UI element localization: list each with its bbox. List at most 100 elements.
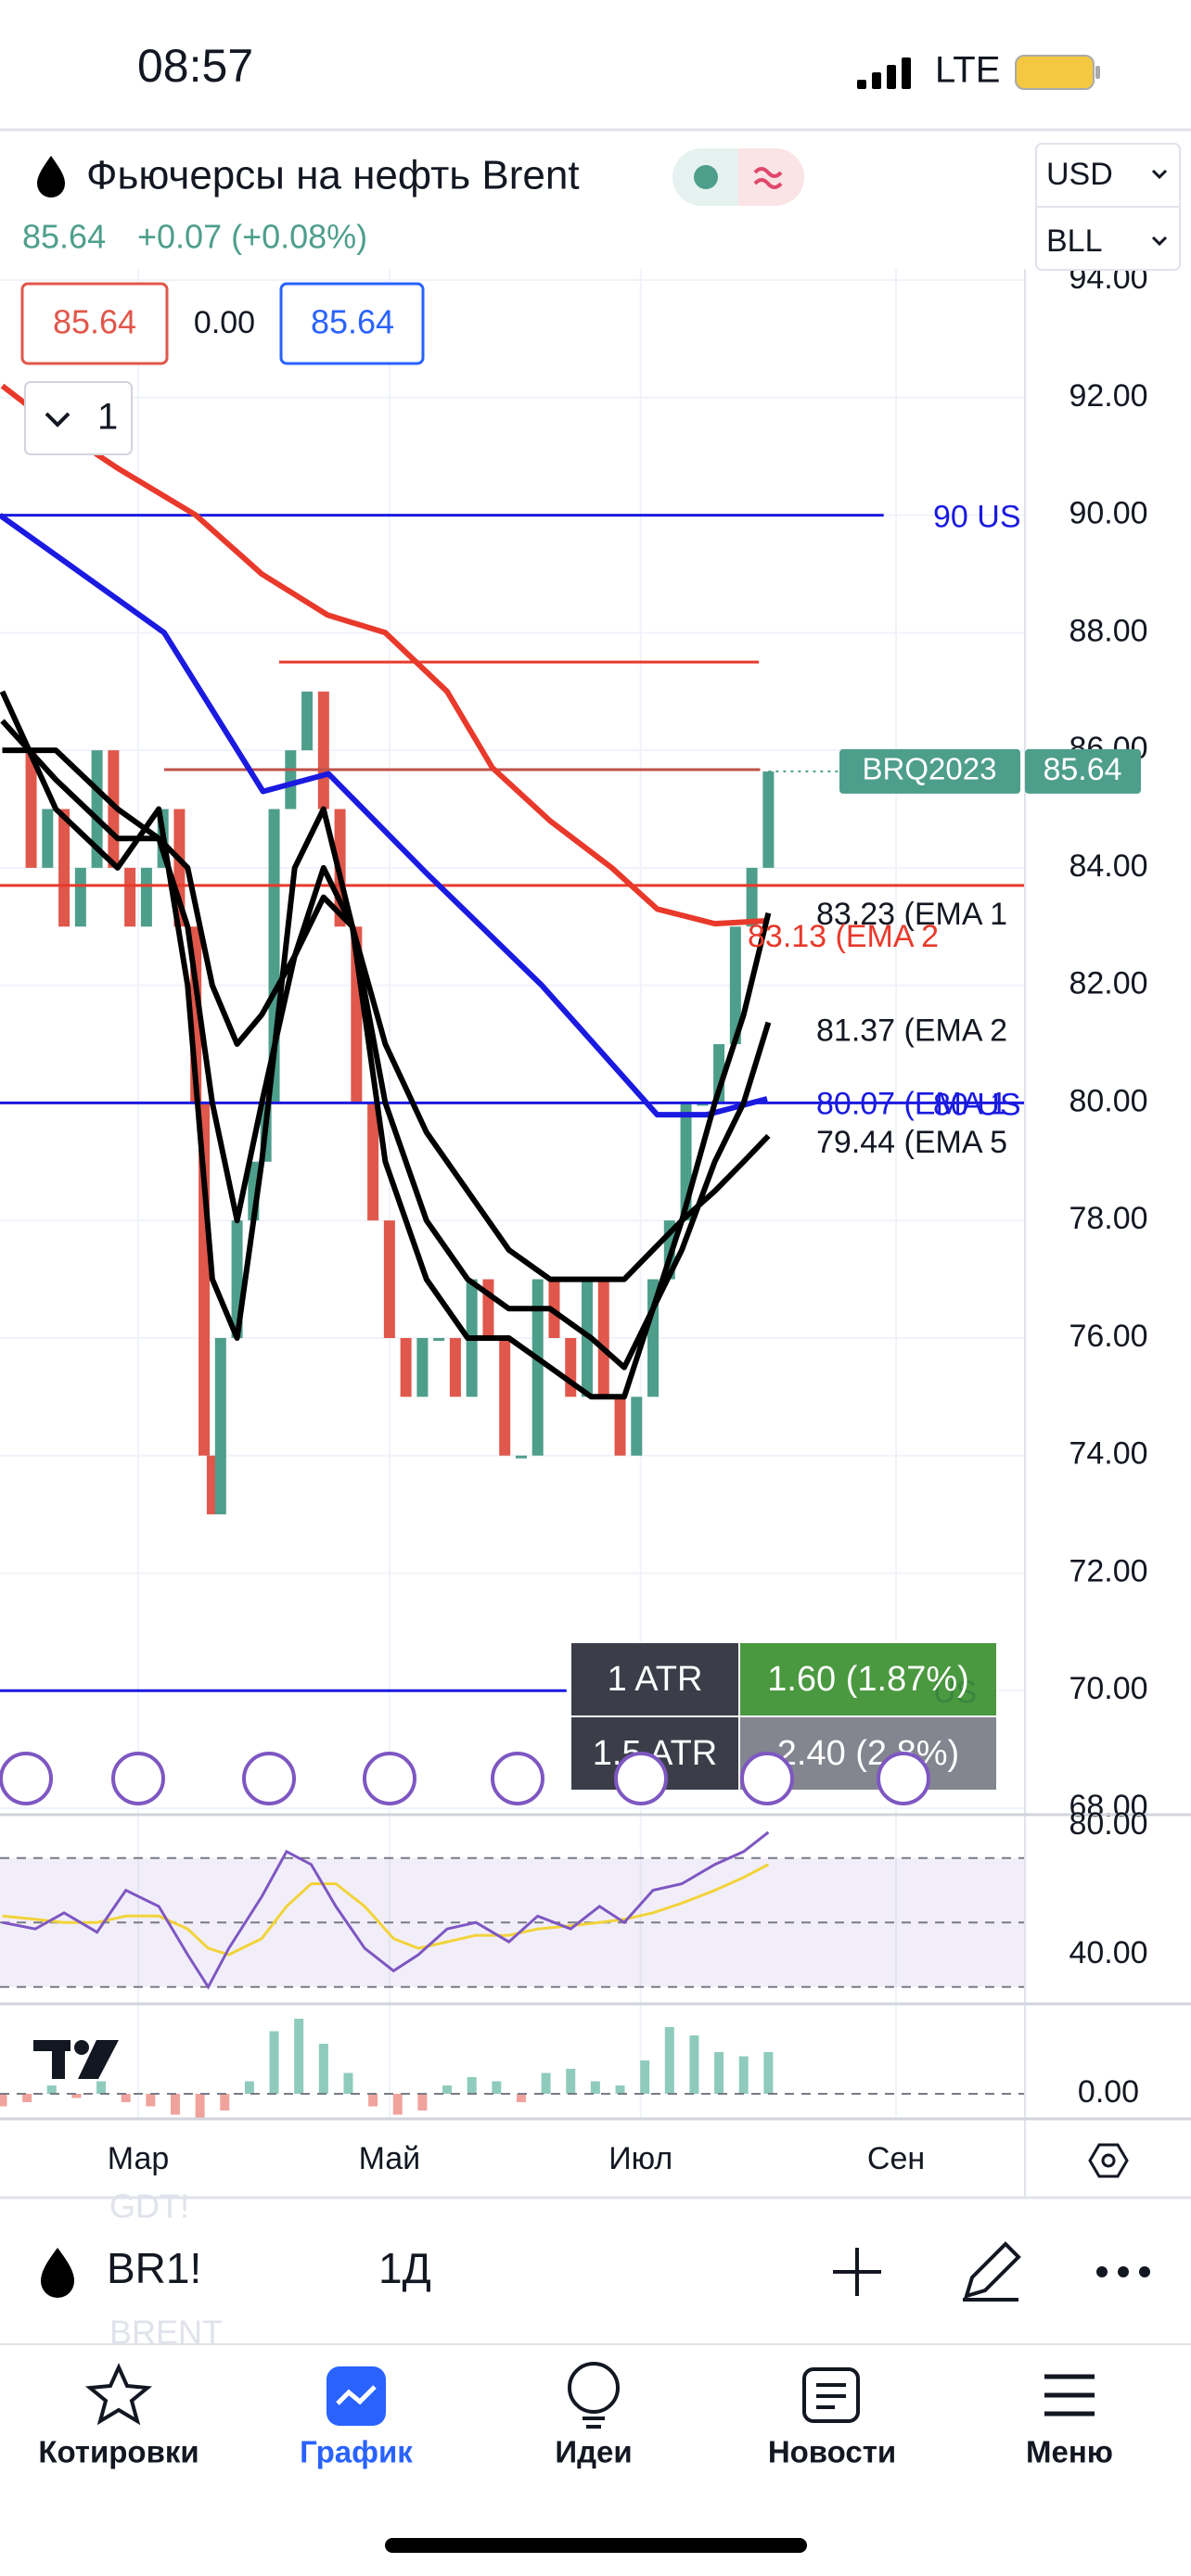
tab-icon[interactable] — [1044, 2374, 1095, 2417]
macd-bar — [71, 2094, 82, 2098]
x-tick-label: Май — [359, 2141, 421, 2176]
tab-icon[interactable] — [84, 2363, 153, 2426]
ema-line — [0, 719, 772, 1371]
macd-bar — [689, 2035, 699, 2095]
rsi-line — [2, 1830, 770, 1990]
candle — [433, 1337, 445, 1341]
unit[interactable]: BLL — [1046, 223, 1103, 259]
candle — [124, 867, 136, 927]
macd-pane — [0, 2019, 1025, 2119]
candle — [367, 1103, 379, 1221]
y-tick-label: 90.00 — [1069, 496, 1147, 531]
tab-label[interactable]: График — [300, 2435, 413, 2469]
ema-line — [2, 747, 771, 1282]
price-tag — [1025, 748, 1141, 794]
tab-icon[interactable] — [568, 2362, 620, 2414]
atr-text: 2.40 (2.8%) — [777, 1734, 959, 1773]
macd-bar — [664, 2027, 674, 2095]
draw-icon[interactable] — [963, 2241, 1021, 2302]
symbol-title[interactable]: Фьючерсы на нефть Brent — [86, 153, 580, 198]
candle — [499, 1337, 511, 1456]
y-tick-label: 72.00 — [1069, 1553, 1147, 1588]
ema-label: 83.13 (EMA 2 — [748, 919, 939, 954]
tab-icon-lines — [816, 2383, 846, 2409]
buy-button[interactable] — [279, 282, 425, 365]
more-icon[interactable] — [1096, 2266, 1150, 2277]
ema-line — [0, 383, 769, 927]
y-tick-label: 80.00 — [1069, 1806, 1147, 1842]
macd-bar — [590, 2081, 600, 2095]
y-tick-label: 76.00 — [1069, 1319, 1147, 1354]
interval-dropdown[interactable] — [24, 381, 133, 455]
toolbar-interval[interactable]: 1Д — [378, 2244, 431, 2292]
event-icons[interactable] — [0, 1752, 930, 1805]
candle — [301, 691, 314, 751]
tab-label[interactable]: Новости — [768, 2435, 896, 2469]
settings-dot — [1101, 2153, 1116, 2168]
tab-icon-base — [583, 2417, 605, 2429]
tab-label[interactable]: Котировки — [38, 2435, 198, 2469]
macd-bar — [516, 2094, 526, 2103]
candle — [729, 926, 741, 1045]
price-tag-text: 85.64 — [1043, 752, 1121, 787]
macd-bar — [417, 2094, 428, 2111]
sell-price[interactable]: 85.64 — [53, 303, 136, 341]
candle — [317, 691, 329, 810]
tab-icon[interactable] — [802, 2367, 860, 2423]
interval-count[interactable]: 1 — [97, 397, 118, 438]
macd-bar — [269, 2031, 279, 2095]
ema-label: 83.23 (EMA 1 — [816, 897, 1007, 932]
rsi-pane — [0, 1830, 1025, 1990]
y-tick-label: 80.00 — [1069, 1083, 1147, 1118]
y-tick-label: 74.00 — [1069, 1436, 1147, 1472]
y-tick-label: 92.00 — [1069, 378, 1147, 414]
candle — [383, 1220, 395, 1338]
tab-label[interactable]: Идеи — [555, 2435, 632, 2469]
macd-bar — [318, 2044, 328, 2095]
status-time: 08:57 — [137, 40, 253, 92]
candle — [416, 1337, 429, 1397]
buy-price[interactable]: 85.64 — [311, 303, 394, 341]
logo — [33, 2040, 119, 2079]
candle — [762, 771, 775, 868]
ghost-text: BRENT — [109, 2314, 223, 2352]
atr-text: 1 ATR — [608, 1660, 703, 1699]
spread: 0.00 — [194, 305, 255, 340]
y-tick-label: 40.00 — [1069, 1935, 1147, 1970]
macd-bar — [121, 2094, 131, 2103]
level-label: 80 US — [933, 1087, 1021, 1122]
candle — [449, 1337, 461, 1397]
y-tick-label: 70.00 — [1069, 1671, 1147, 1706]
macd-bar — [763, 2052, 774, 2095]
macd-bar — [615, 2085, 625, 2095]
ema-label: 81.37 (EMA 2 — [816, 1013, 1007, 1048]
add-icon[interactable] — [833, 2248, 881, 2296]
symbol-icon — [37, 156, 65, 198]
candle — [25, 750, 37, 868]
macd-bar — [640, 2060, 650, 2095]
toolbar-symbol[interactable]: BR1! — [107, 2244, 201, 2292]
sell-button[interactable] — [20, 282, 169, 365]
x-tick-label: Июл — [608, 2141, 672, 2176]
macd-bar — [738, 2056, 749, 2095]
battery-tip — [1095, 66, 1100, 79]
candle — [42, 809, 54, 868]
currency[interactable]: USD — [1046, 157, 1113, 192]
y-tick-label: 82.00 — [1069, 966, 1147, 1001]
macd-bar — [0, 2094, 7, 2107]
y-tick-label: 78.00 — [1069, 1201, 1147, 1236]
symbol-tag-text: BRQ2023 — [863, 752, 997, 786]
signal-icon — [857, 57, 911, 89]
macd-bar — [170, 2094, 180, 2115]
macd-bar — [220, 2094, 230, 2111]
macd-bar — [442, 2085, 453, 2095]
candle — [91, 750, 103, 868]
settings-icon[interactable] — [1088, 2143, 1129, 2178]
candle — [58, 809, 70, 927]
macd-bar — [46, 2085, 57, 2095]
tab-label[interactable]: Меню — [1026, 2435, 1113, 2469]
x-tick-label: Сен — [867, 2141, 925, 2176]
